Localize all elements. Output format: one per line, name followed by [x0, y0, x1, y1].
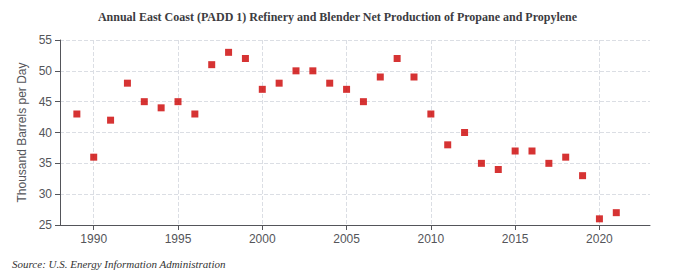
svg-text:50: 50 — [39, 64, 53, 78]
svg-text:1995: 1995 — [165, 232, 192, 246]
svg-text:35: 35 — [39, 156, 53, 170]
svg-text:45: 45 — [39, 95, 53, 109]
svg-text:1990: 1990 — [80, 232, 107, 246]
svg-text:40: 40 — [39, 126, 53, 140]
svg-text:55: 55 — [39, 33, 53, 47]
svg-text:Thousand Barrels per Day: Thousand Barrels per Day — [15, 62, 29, 202]
svg-text:2005: 2005 — [333, 232, 360, 246]
svg-text:2010: 2010 — [418, 232, 445, 246]
svg-text:2015: 2015 — [502, 232, 529, 246]
svg-text:25: 25 — [39, 218, 53, 232]
svg-text:2000: 2000 — [249, 232, 276, 246]
svg-text:30: 30 — [39, 187, 53, 201]
svg-text:Source: U.S. Energy Informatio: Source: U.S. Energy Information Administ… — [12, 258, 226, 270]
svg-text:2020: 2020 — [586, 232, 613, 246]
svg-text:Annual East Coast (PADD 1) Ref: Annual East Coast (PADD 1) Refinery and … — [98, 10, 578, 24]
